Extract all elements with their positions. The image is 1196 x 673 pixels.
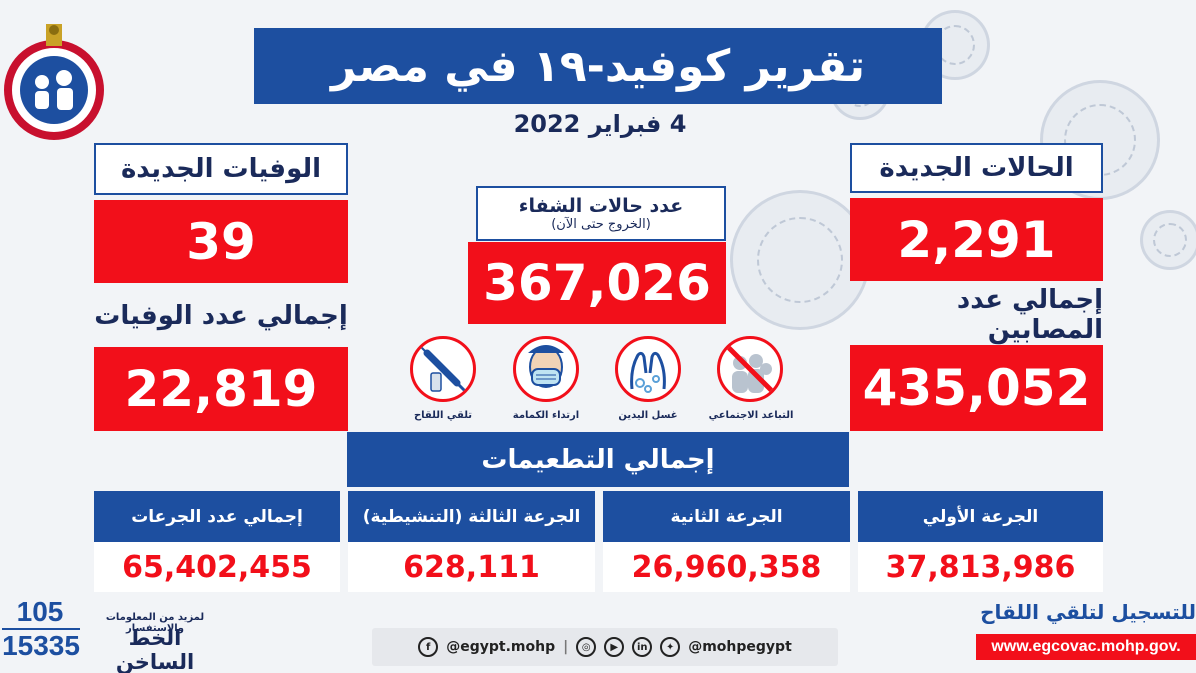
new-deaths-value: 39	[94, 200, 348, 283]
youtube-icon[interactable]: ▶	[604, 637, 625, 657]
new-deaths-label: الوفيات الجديدة	[94, 143, 348, 195]
third-dose-value: 628,111	[348, 542, 595, 592]
vaccinations-title: إجمالي التطعيمات	[347, 432, 849, 487]
third-dose-label: الجرعة الثالثة (التنشيطية)	[348, 491, 595, 542]
total-cases-label: إجمالي عدد المصابين	[956, 285, 1103, 345]
first-dose-label: الجرعة الأولي	[858, 491, 1103, 542]
first-dose-value: 37,813,986	[858, 542, 1103, 592]
hotline-number-2: 15335	[2, 630, 80, 661]
new-cases-label: الحالات الجديدة	[850, 143, 1103, 193]
social-handle-facebook[interactable]: @egypt.mohp	[446, 639, 556, 655]
second-dose-value: 26,960,358	[603, 542, 850, 592]
total-doses-value: 65,402,455	[94, 542, 340, 592]
new-cases-value: 2,291	[850, 198, 1103, 281]
recovered-label: عدد حالات الشفاء	[518, 195, 684, 217]
total-doses-label: إجمالي عدد الجرعات	[94, 491, 340, 542]
vaccine-icon	[410, 336, 476, 402]
linkedin-icon[interactable]: in	[632, 637, 653, 657]
total-deaths-value: 22,819	[94, 347, 348, 431]
social-handle[interactable]: @mohpegypt	[688, 639, 792, 655]
face-mask-icon	[513, 336, 579, 402]
hotline-number-1: 105	[16, 596, 64, 627]
virus-decoration	[1140, 210, 1196, 270]
recovered-label-box: عدد حالات الشفاء (الخروج حتى الآن)	[476, 186, 726, 241]
report-date: 4 فبراير 2022	[513, 110, 687, 138]
recovered-sublabel: (الخروج حتى الآن)	[551, 217, 651, 232]
hand-washing-label: غسل اليدين	[618, 410, 678, 421]
total-cases-value: 435,052	[850, 345, 1103, 431]
second-dose-label: الجرعة الثانية	[603, 491, 850, 542]
register-url[interactable]: www.egcovac.mohp.gov.	[976, 634, 1196, 660]
face-mask-label: ارتداء الكمامة	[512, 410, 580, 421]
page-title: تقرير كوفيد-١٩ في مصر	[254, 28, 942, 104]
recovered-value: 367,026	[468, 242, 726, 324]
virus-decoration	[730, 190, 870, 330]
social-distancing-label: التباعد الاجتماعي	[708, 410, 794, 421]
social-distancing-icon	[717, 336, 783, 402]
twitter-icon[interactable]: ✦	[660, 637, 681, 657]
register-label: للتسجيل لتلقي اللقاح	[980, 600, 1196, 624]
hotline-divider	[2, 628, 80, 630]
social-bar: f @egypt.mohp | ◎ ▶ in ✦ @mohpegypt	[372, 628, 838, 666]
social-separator: |	[563, 639, 569, 655]
ministry-logo	[2, 20, 107, 140]
facebook-icon[interactable]: f	[418, 637, 439, 657]
hand-washing-icon	[615, 336, 681, 402]
total-deaths-label: إجمالي عدد الوفيات	[94, 301, 348, 331]
instagram-icon[interactable]: ◎	[576, 637, 597, 657]
vaccine-label: تلقي اللقاح	[413, 410, 473, 421]
hotline-info: لمزيد من المعلومات والاستفسار	[105, 612, 205, 634]
hotline-label: الخط الساخن	[115, 626, 195, 673]
